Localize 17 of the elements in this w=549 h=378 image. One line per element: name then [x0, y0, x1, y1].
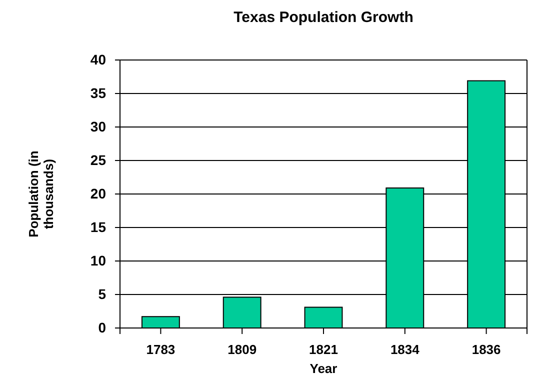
y-tick-label: 10 [90, 252, 106, 268]
y-axis-title: Population (in thousands) [26, 150, 56, 238]
y-tick-label: 15 [90, 218, 106, 235]
y-tick-label: 20 [90, 185, 106, 202]
y-tick-label: 30 [90, 118, 106, 134]
y-tick-label: 0 [98, 319, 106, 336]
x-tick-label: 1821 [309, 342, 338, 357]
x-tick-label: 1836 [472, 342, 501, 357]
x-axis-title: Year [310, 361, 338, 376]
y-tick-label: 40 [90, 51, 106, 68]
chart-title: Texas Population Growth [234, 9, 414, 26]
x-tick-label: 1783 [146, 342, 176, 357]
y-tick-label: 25 [90, 152, 106, 168]
y-tick-label: 5 [98, 286, 106, 302]
x-tick-label: 1809 [228, 342, 257, 357]
x-tick-label: 1834 [390, 342, 420, 357]
y-tick-label: 35 [90, 84, 106, 101]
